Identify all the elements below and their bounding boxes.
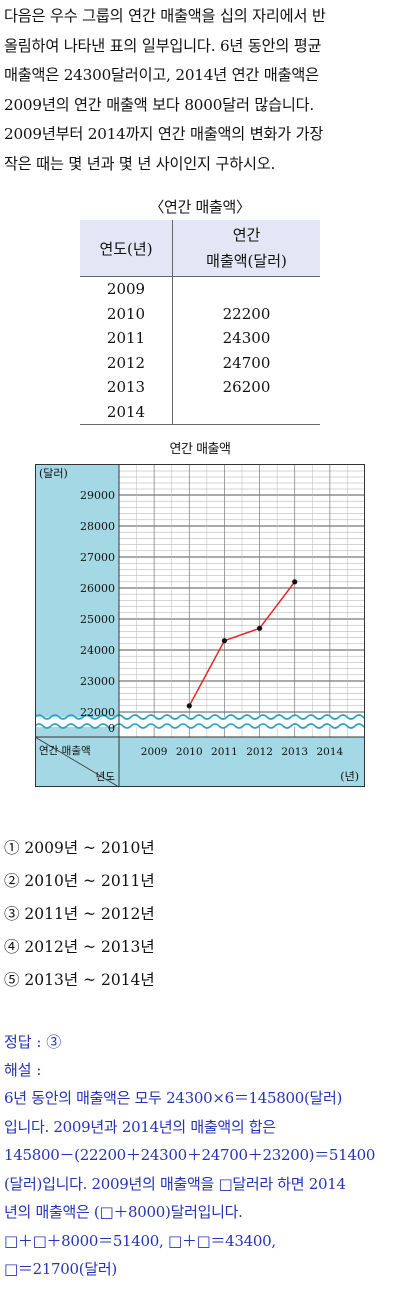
header-sales: 연간 매출액(달러) (172, 220, 320, 277)
y-tick-label: 26000 (80, 582, 115, 595)
choice-3[interactable]: ③ 2011년 ~ 2012년 (4, 905, 155, 923)
header-sales-line2: 매출액(달러) (206, 252, 287, 270)
table-title: 〈연간 매출액〉 (149, 198, 251, 216)
table-row: 2011 24300 (80, 326, 320, 351)
sales-table: 연도(년) 연간 매출액(달러) 2009 2010 22200 2011 2430… (80, 220, 320, 425)
choice-5[interactable]: ⑤ 2013년 ~ 2014년 (4, 971, 155, 989)
x-tick-label: 2011 (211, 746, 238, 758)
sales-cell: 24300 (222, 329, 271, 348)
year-cell: 2011 (80, 326, 173, 351)
choice-4[interactable]: ④ 2012년 ~ 2013년 (4, 938, 155, 956)
problem-line: 올림하여 나타낸 표의 일부입니다. 6년 동안의 평균 (4, 36, 322, 55)
data-point (256, 625, 263, 631)
year-cell: 2009 (80, 276, 173, 302)
explanation-line: (달러)입니다. 2009년의 매출액을 □달러라 하면 2014 (4, 1174, 346, 1193)
sales-cell: 24700 (222, 353, 271, 372)
sales-cell (173, 277, 321, 302)
sales-cell: 26200 (222, 378, 271, 397)
y-tick-label: 22000 (80, 706, 115, 719)
problem-text: 다음은 우수 그룹의 연간 매출액을 십의 자리에서 반 올림하여 나타낸 표의… (4, 2, 398, 179)
table-row: 2012 24700 (80, 350, 320, 375)
series-line (188, 581, 296, 707)
table-row: 2009 (80, 276, 321, 302)
corner-label-top: 연간 매출액 (39, 745, 91, 757)
explanation-line: 년의 매출액은 (□＋8000)달러입니다. (4, 1203, 243, 1221)
y-axis-label: (달러) (39, 467, 68, 480)
x-tick-label: 2009 (141, 746, 168, 758)
problem-line: 다음은 우수 그룹의 연간 매출액을 십의 자리에서 반 (4, 7, 326, 25)
data-point (221, 638, 228, 644)
header-year: 연도(년) (80, 220, 173, 277)
x-tick-label: 2013 (281, 746, 308, 758)
table-row: 2010 22200 (80, 301, 320, 326)
year-cell: 2014 (80, 399, 173, 425)
year-cell: 2013 (80, 375, 173, 400)
corner-diagonal (35, 736, 120, 788)
chart-border (35, 464, 365, 787)
sales-cell (172, 399, 320, 425)
explanation-line: 145800－(22200＋24300＋24700＋23200)＝51400 (4, 1146, 376, 1164)
choice-1[interactable]: ① 2009년 ~ 2010년 (4, 839, 155, 857)
table-header-row: 연도(년) 연간 매출액(달러) (80, 220, 320, 277)
problem-line: 2009년의 연간 매출액 보다 8000달러 많습니다. (4, 95, 315, 114)
axis-break-wave (35, 723, 365, 729)
x-tick-label: 2010 (176, 746, 203, 758)
y-zero-label: 0 (108, 722, 115, 735)
y-tick-label: 24000 (80, 644, 115, 657)
x-axis-panel (35, 737, 365, 787)
sales-cell: 22200 (222, 304, 271, 323)
grid (118, 464, 365, 737)
solution-section: 정답 : ③ 해설 : 6년 동안의 매출액은 모두 24300×6＝14580… (4, 1031, 400, 1287)
y-tick-label: 27000 (80, 551, 115, 564)
line-chart: (달러) 29000 28000 27000 26000 25000 24000 23000 2… (35, 464, 365, 788)
axis-break-gap (35, 717, 365, 727)
y-tick-label: 28000 (80, 520, 115, 533)
table-row: 2014 (80, 399, 320, 425)
corner-label-bottom: 년도 (96, 771, 116, 783)
y-tick-label: 29000 (80, 489, 115, 502)
answer-line: 정답 : ③ (4, 1033, 62, 1051)
chart-title: 연간 매출액 (169, 442, 231, 457)
x-tick-label: 2012 (246, 746, 273, 758)
problem-line: 2009년부터 2014까지 연간 매출액의 변화가 가장 (4, 125, 324, 143)
explanation-line: 입니다. 2009년과 2014년의 매출액의 합은 (4, 1117, 276, 1136)
data-point (292, 579, 298, 585)
x-tick-label: 2014 (316, 746, 343, 758)
header-sales-line1: 연간 (232, 226, 261, 244)
problem-line: 작은 때는 몇 년과 몇 년 사이인지 구하시오. (4, 154, 276, 173)
year-cell: 2012 (80, 350, 173, 375)
table-row: 2013 26200 (80, 375, 320, 400)
choice-2[interactable]: ② 2010년 ~ 2011년 (4, 872, 155, 890)
y-axis-panel (35, 464, 119, 787)
explanation-line: 6년 동안의 매출액은 모두 24300×6＝145800(달러) (4, 1089, 343, 1107)
explanation-heading: 해설 : (4, 1061, 42, 1079)
data-point (186, 703, 192, 709)
axis-break-wave (35, 714, 365, 720)
x-axis-label: (년) (340, 770, 359, 783)
y-tick-label: 25000 (80, 613, 115, 626)
explanation-line: □＝21700(달러) (4, 1260, 117, 1278)
year-cell: 2010 (80, 301, 173, 326)
explanation-line: □＋□＋8000＝51400, □＋□＝43400, (4, 1231, 276, 1250)
problem-line: 매출액은 24300달러이고, 2014년 연간 매출액은 (4, 66, 319, 84)
y-tick-label: 23000 (80, 675, 115, 688)
answer-choices: ① 2009년 ~ 2010년 ② 2010년 ~ 2011년 ③ 2011년 … (4, 836, 155, 1001)
